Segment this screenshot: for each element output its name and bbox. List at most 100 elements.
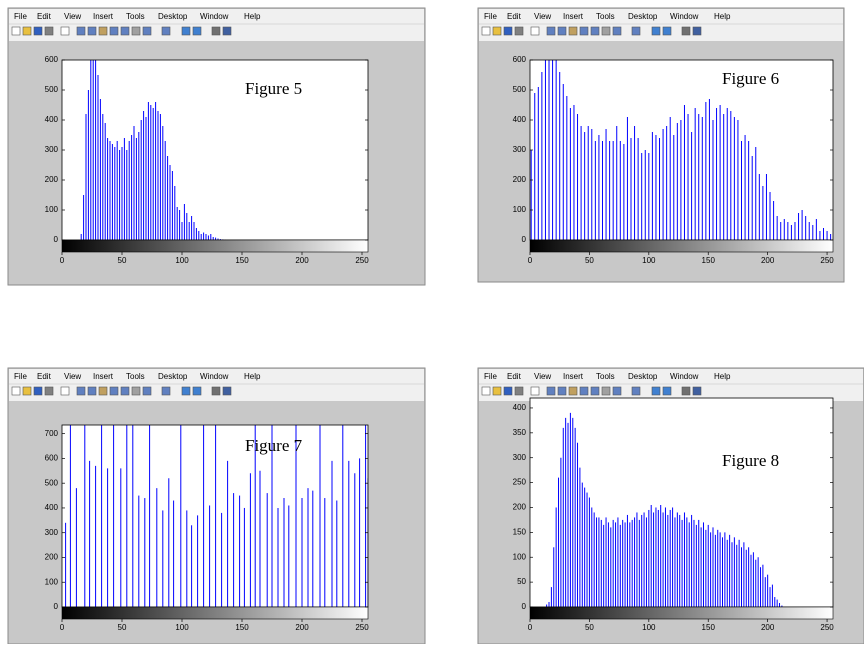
toolbar-button[interactable] [109,386,119,396]
menu-item[interactable]: Edit [37,12,52,21]
menu-item[interactable]: Desktop [628,12,658,21]
toolbar-button[interactable] [131,386,141,396]
menu-item[interactable]: View [534,12,551,21]
toolbar-button[interactable] [76,386,86,396]
menu-item[interactable]: Insert [93,12,114,21]
toolbar-button[interactable] [87,386,97,396]
toolbar-button[interactable] [222,386,232,396]
menu-item[interactable]: View [534,372,551,381]
toolbar-button[interactable] [211,26,221,36]
toolbar-button[interactable] [211,386,221,396]
toolbar-button[interactable] [33,386,43,396]
toolbar-button[interactable] [120,26,130,36]
toolbar-button[interactable] [181,26,191,36]
toolbar-button[interactable] [492,26,502,36]
menu-item[interactable]: Insert [563,12,584,21]
toolbar-button[interactable] [181,386,191,396]
menu-item[interactable]: File [14,12,27,21]
toolbar-button[interactable] [681,386,691,396]
menu-item[interactable]: Insert [93,372,114,381]
menu-item[interactable]: View [64,372,81,381]
toolbar-button[interactable] [681,26,691,36]
menu-item[interactable]: Edit [37,372,52,381]
toolbar-button[interactable] [601,386,611,396]
menu-item[interactable]: Tools [596,12,615,21]
toolbar-button[interactable] [192,386,202,396]
toolbar-button[interactable] [530,386,540,396]
toolbar-button[interactable] [192,26,202,36]
toolbar-button[interactable] [142,26,152,36]
toolbar-button[interactable] [514,26,524,36]
toolbar-button[interactable] [579,26,589,36]
toolbar-button[interactable] [557,26,567,36]
menu-item[interactable]: Desktop [158,12,188,21]
toolbar-button[interactable] [222,26,232,36]
toolbar-button[interactable] [557,386,567,396]
toolbar-button[interactable] [109,26,119,36]
toolbar-button[interactable] [22,26,32,36]
toolbar-button[interactable] [601,26,611,36]
toolbar-button[interactable] [662,386,672,396]
toolbar-button[interactable] [11,26,21,36]
toolbar-button[interactable] [60,386,70,396]
menu-item[interactable]: View [64,12,81,21]
menu-item[interactable]: Window [670,372,699,381]
menu-item[interactable]: File [484,372,497,381]
toolbar-button[interactable] [568,386,578,396]
toolbar-button[interactable] [530,26,540,36]
menu-item[interactable]: Tools [596,372,615,381]
toolbar-button[interactable] [514,386,524,396]
toolbar-button[interactable] [22,386,32,396]
toolbar-button[interactable] [579,386,589,396]
toolbar-button[interactable] [692,26,702,36]
menu-item[interactable]: Edit [507,372,522,381]
toolbar-button[interactable] [481,386,491,396]
toolbar-button[interactable] [161,386,171,396]
toolbar-button[interactable] [590,26,600,36]
toolbar-button[interactable] [651,386,661,396]
toolbar-button[interactable] [590,386,600,396]
toolbar-button[interactable] [44,386,54,396]
toolbar-button[interactable] [87,26,97,36]
toolbar-button[interactable] [76,26,86,36]
toolbar-button[interactable] [11,386,21,396]
menu-item[interactable]: Tools [126,12,145,21]
toolbar-button[interactable] [481,26,491,36]
toolbar-button[interactable] [631,26,641,36]
toolbar-button[interactable] [612,386,622,396]
toolbar-button[interactable] [161,26,171,36]
menu-item[interactable]: File [484,12,497,21]
toolbar-button[interactable] [546,386,556,396]
toolbar-button[interactable] [44,26,54,36]
toolbar-button[interactable] [662,26,672,36]
toolbar-button[interactable] [33,26,43,36]
toolbar-button[interactable] [120,386,130,396]
toolbar-button[interactable] [692,386,702,396]
toolbar-button[interactable] [631,386,641,396]
menu-item[interactable]: Help [244,12,261,21]
toolbar-button[interactable] [568,26,578,36]
menu-item[interactable]: Window [670,12,699,21]
toolbar-button[interactable] [142,386,152,396]
menu-item[interactable]: Edit [507,12,522,21]
toolbar-button[interactable] [651,26,661,36]
menu-item[interactable]: Window [200,12,229,21]
toolbar-button[interactable] [98,26,108,36]
menu-item[interactable]: Help [714,372,731,381]
toolbar-button[interactable] [60,26,70,36]
toolbar-button[interactable] [612,26,622,36]
toolbar-button[interactable] [98,386,108,396]
toolbar-button[interactable] [503,386,513,396]
toolbar-button[interactable] [546,26,556,36]
menu-item[interactable]: File [14,372,27,381]
toolbar-button[interactable] [503,26,513,36]
menu-item[interactable]: Desktop [628,372,658,381]
toolbar-button[interactable] [131,26,141,36]
menu-item[interactable]: Tools [126,372,145,381]
menu-item[interactable]: Desktop [158,372,188,381]
menu-item[interactable]: Help [714,12,731,21]
toolbar-button[interactable] [492,386,502,396]
menu-item[interactable]: Window [200,372,229,381]
menu-item[interactable]: Insert [563,372,584,381]
menu-item[interactable]: Help [244,372,261,381]
